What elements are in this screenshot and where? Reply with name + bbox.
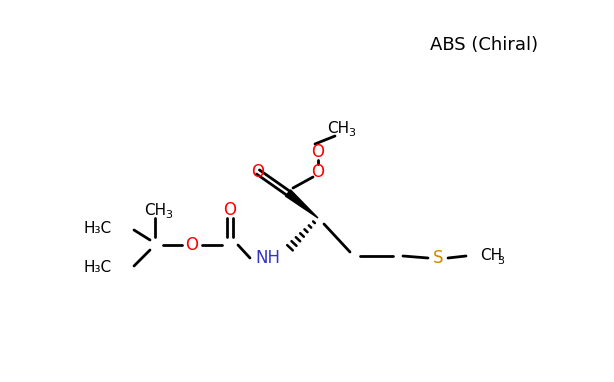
Text: O: O xyxy=(311,143,325,161)
Text: CH: CH xyxy=(144,202,166,217)
Text: O: O xyxy=(223,201,236,219)
Text: O: O xyxy=(185,236,198,254)
Text: 3: 3 xyxy=(166,210,173,220)
Text: CH: CH xyxy=(480,249,502,264)
Text: S: S xyxy=(433,249,443,267)
Text: H₃C: H₃C xyxy=(84,220,112,235)
Text: 3: 3 xyxy=(497,256,505,266)
Text: NH: NH xyxy=(255,249,281,267)
Text: O: O xyxy=(311,163,325,181)
Polygon shape xyxy=(286,190,318,218)
Text: 3: 3 xyxy=(349,128,356,138)
Text: ABS (Chiral): ABS (Chiral) xyxy=(430,36,538,54)
Text: H₃C: H₃C xyxy=(84,261,112,275)
Text: CH: CH xyxy=(327,120,349,136)
Text: O: O xyxy=(252,163,265,181)
